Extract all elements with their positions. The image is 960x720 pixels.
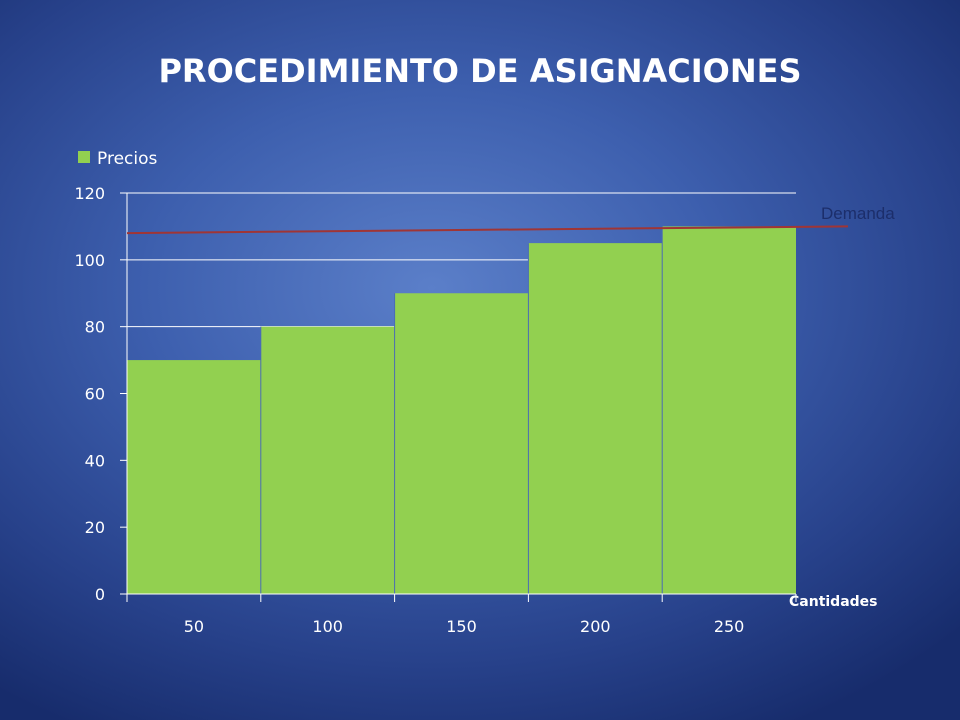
- x-tick-label: 150: [446, 617, 477, 636]
- demand-label: Demanda: [821, 204, 895, 223]
- x-tick-label: 100: [312, 617, 343, 636]
- x-tick-labels: 50 100 150 200 250: [184, 617, 745, 636]
- y-tick-label: 20: [85, 518, 105, 537]
- x-axis-title: Cantidades: [789, 594, 878, 610]
- bar: [127, 360, 261, 594]
- bar: [528, 243, 663, 594]
- y-tick-label: 100: [74, 251, 105, 270]
- bars: [127, 226, 796, 594]
- legend-label: Precios: [97, 149, 157, 169]
- x-tick-label: 200: [580, 617, 611, 636]
- y-tick-label: 40: [85, 451, 105, 470]
- y-tick-label: 0: [95, 585, 105, 604]
- axes: [120, 192, 797, 602]
- y-tick-label: 80: [85, 318, 105, 337]
- demand-line-group: Demanda: [126, 204, 895, 235]
- y-tick-label: 60: [85, 385, 105, 404]
- x-tick-label: 50: [184, 617, 204, 636]
- demand-line: [126, 225, 849, 235]
- bar: [394, 293, 529, 594]
- bar: [662, 226, 796, 594]
- chart-title: PROCEDIMIENTO DE ASIGNACIONES: [158, 52, 802, 90]
- legend-swatch: [78, 151, 90, 163]
- y-tick-label: 120: [74, 184, 105, 203]
- bar: [260, 326, 395, 594]
- x-tick-label: 250: [714, 617, 745, 636]
- y-tick-labels: 0 20 40 60 80 100 120: [74, 184, 105, 604]
- legend: Precios: [78, 149, 157, 169]
